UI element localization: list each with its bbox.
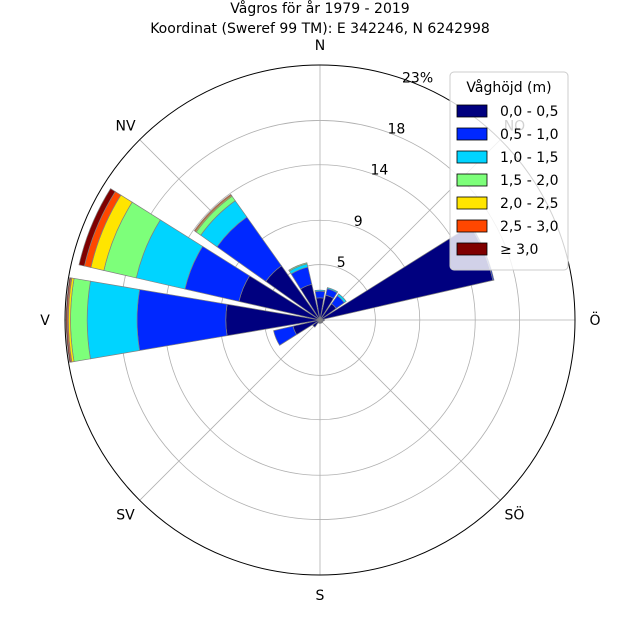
direction-label-6: V: [40, 313, 50, 329]
grid-spoke-5: [139, 319, 321, 501]
radial-tick-label-1: 9: [354, 214, 363, 230]
legend-label-6: ≥ 3,0: [500, 242, 538, 258]
bar-sector-14-bin-5: [193, 193, 232, 232]
legend-label-0: 0,0 - 0,5: [500, 104, 558, 120]
legend-label-2: 1,0 - 1,5: [500, 150, 558, 166]
bar-sector-12-bin-6: [65, 277, 72, 363]
radial-tick-label-3: 18: [387, 122, 405, 138]
legend-label-1: 0,5 - 1,0: [500, 127, 558, 143]
radial-tick-label-4: 23%: [402, 70, 433, 86]
bar-sector-2-bin-2: [336, 293, 347, 304]
legend-swatch-3: [456, 173, 488, 187]
radial-tick-label-0: 5: [337, 255, 346, 271]
legend-swatch-2: [456, 150, 488, 164]
sector-bars: [65, 188, 495, 363]
bar-sector-12-bin-1: [136, 289, 228, 351]
direction-label-2: Ö: [589, 311, 600, 329]
legend: Våghöjd (m) 0,0 - 0,5 0,5 - 1,0 1,0 - 1,5 1,…: [449, 71, 569, 271]
legend-label-3: 1,5 - 2,0: [500, 173, 558, 189]
bar-sector-4-bin-0: [319, 318, 325, 322]
legend-title: Våghöjd (m): [466, 79, 551, 96]
bar-sector-12-bin-3: [70, 277, 91, 363]
bar-sector-13-bin-6: [78, 188, 116, 267]
bar-sector-1-bin-2: [326, 287, 339, 294]
direction-label-3: SÖ: [505, 505, 525, 523]
legend-swatch-6: [456, 242, 488, 256]
legend-label-5: 2,5 - 3,0: [500, 219, 558, 235]
direction-label-7: NV: [116, 119, 136, 135]
legend-swatch-0: [456, 104, 488, 118]
bar-sector-0-bin-2: [314, 289, 326, 292]
legend-box: [449, 71, 569, 271]
legend-swatch-5: [456, 219, 488, 233]
direction-label-5: SV: [116, 507, 135, 523]
chart-subtitle: Koordinat (Sweref 99 TM): E 342246, N 62…: [150, 21, 490, 37]
bar-sector-11-bin-1: [273, 325, 298, 346]
direction-label-4: S: [316, 588, 325, 604]
bar-sector-15-bin-3: [288, 262, 308, 272]
chart-title: Vågros för år 1979 - 2019: [230, 0, 409, 17]
legend-label-4: 2,0 - 2,5: [500, 196, 558, 212]
grid-spoke-3: [319, 319, 501, 501]
bar-sector-10-bin-0: [312, 319, 321, 328]
legend-swatch-1: [456, 127, 488, 141]
legend-swatch-4: [456, 196, 488, 210]
radial-tick-label-2: 14: [370, 163, 388, 179]
bar-sector-12-bin-2: [86, 280, 141, 360]
bar-sector-0-bin-1: [314, 290, 326, 299]
polar-frame: [64, 64, 576, 576]
direction-label-0: N: [315, 38, 325, 54]
outer-circle: [64, 64, 576, 576]
